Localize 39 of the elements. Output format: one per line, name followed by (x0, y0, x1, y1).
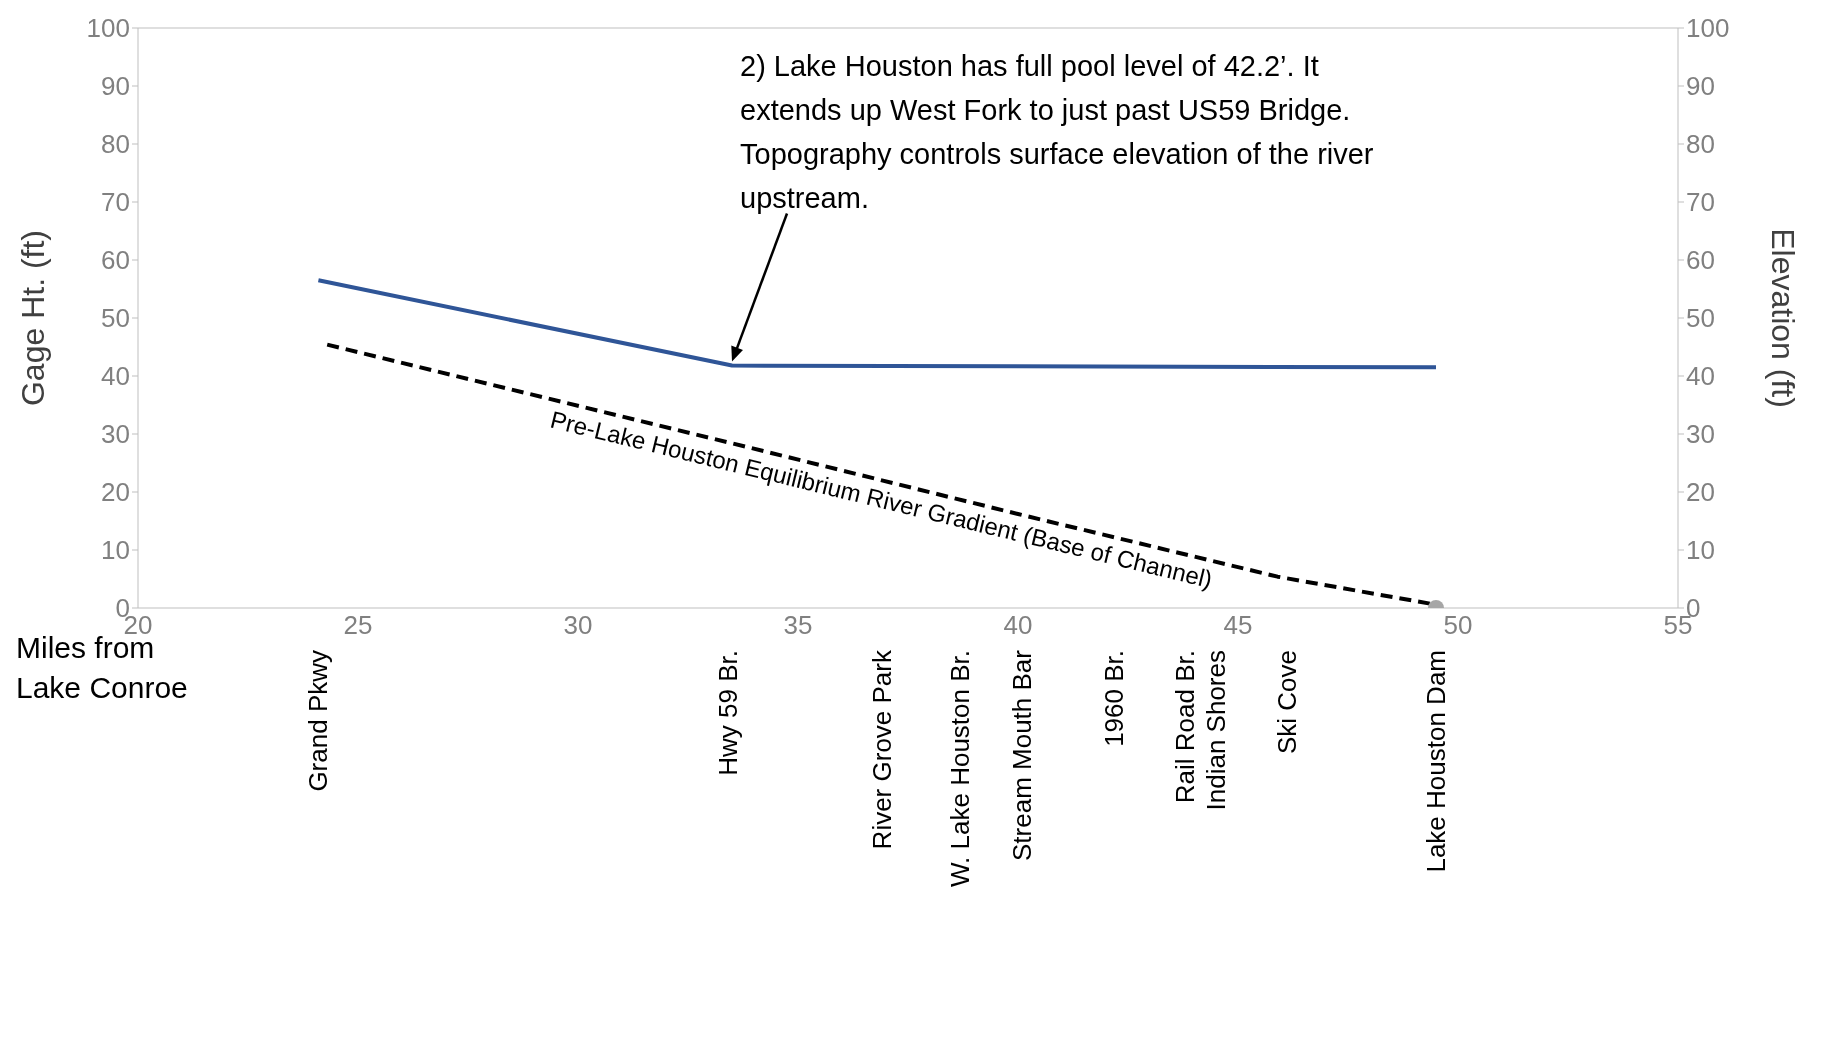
y-tick-label: 20 (101, 477, 130, 508)
x-tick-label: 35 (783, 610, 813, 641)
text: Stream Mouth Bar (1006, 649, 1037, 861)
y-tick-label: 60 (101, 245, 130, 276)
y-tick-label: 80 (101, 129, 130, 160)
text: Ski Cove (1271, 650, 1302, 755)
x-tick-label: 50 (1443, 610, 1473, 641)
y2-tick-label: 70 (1686, 187, 1715, 218)
y-tick-label: 70 (101, 187, 130, 218)
text: Indian Shores (1201, 650, 1231, 811)
x-tick-label: 40 (1003, 610, 1033, 641)
text: Rail Road Br. (1170, 650, 1201, 804)
text: River Grove Park (866, 649, 897, 850)
y2-tick-label: 80 (1686, 129, 1715, 160)
y2-tick-label: 40 (1686, 361, 1715, 392)
text: W. Lake Houston Br. (945, 650, 976, 888)
y2-tick-label: 60 (1686, 245, 1715, 276)
y-axis-title: Gage Ht. (ft) (15, 229, 52, 407)
text: Grand Pkwy (303, 650, 334, 792)
y-tick-label: 10 (101, 535, 130, 566)
y2-tick-label: 100 (1686, 13, 1730, 44)
text: Hwy 59 Br. (712, 650, 743, 776)
y2-tick-label: 10 (1686, 535, 1715, 566)
y-tick-label: 100 (86, 13, 130, 44)
annotation: 2) Lake Houston has full pool level of 42.2’. It extends up West Fork to just past US59 Bridge. Topography controls surface elevation of the river upstream. (740, 49, 1374, 214)
text: Lake Houston Dam (1421, 650, 1452, 873)
y-tick-label: 40 (101, 361, 130, 392)
y2-tick-label: 20 (1686, 477, 1715, 508)
y-tick-label: 90 (101, 71, 130, 102)
y2-axis-title: Elevation (ft) (1764, 228, 1801, 408)
y2-tick-label: 90 (1686, 71, 1715, 102)
text: 1960 Br. (1099, 650, 1130, 747)
x-tick-label: 30 (563, 610, 593, 641)
y2-tick-label: 50 (1686, 303, 1715, 334)
x-tick-label: 25 (343, 610, 373, 641)
y2-tick-label: 30 (1686, 419, 1715, 450)
x-tick-label: 45 (1223, 610, 1253, 641)
y-tick-label: 30 (101, 419, 130, 450)
y-tick-label: 50 (101, 303, 130, 334)
